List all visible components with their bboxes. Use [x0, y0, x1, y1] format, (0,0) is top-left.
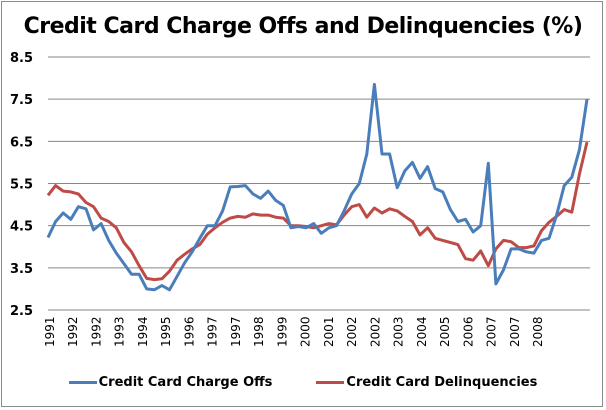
gridlines — [48, 56, 590, 311]
x-tick-label: 2005 — [438, 316, 452, 347]
x-tick-label: 1997 — [206, 316, 220, 347]
series-lines — [46, 82, 589, 292]
x-tick-label: 2001 — [322, 316, 336, 347]
legend: Credit Card Charge Offs Credit Card Deli… — [0, 375, 606, 390]
y-tick-label: 3.5 — [10, 262, 33, 277]
y-tick-label: 5.5 — [10, 178, 33, 193]
x-tick-label: 2007 — [485, 316, 499, 347]
x-tick-label: 2004 — [415, 316, 429, 347]
y-tick-label: 4.5 — [10, 220, 33, 235]
x-tick-label: 1991 — [43, 316, 57, 347]
x-tick-label: 1996 — [182, 316, 196, 347]
x-tick-label: 1997 — [229, 316, 243, 347]
chart-title: Credit Card Charge Offs and Delinquencie… — [23, 14, 583, 39]
x-tick-label: 1993 — [113, 316, 127, 347]
y-axis-labels: 2.5 3.5 4.5 5.5 6.5 7.5 8.5 — [10, 51, 33, 319]
x-tick-label: 2006 — [461, 316, 475, 347]
legend-swatch-charge-offs — [68, 381, 97, 384]
x-tick-label: 1998 — [252, 316, 266, 347]
legend-label-charge-offs: Credit Card Charge Offs — [98, 375, 273, 390]
x-tick-label: 2002 — [368, 316, 382, 347]
legend-item-charge-offs: Credit Card Charge Offs — [68, 375, 273, 390]
x-tick-label: 1995 — [159, 316, 173, 347]
x-tick-label: 1994 — [136, 316, 150, 347]
legend-swatch-delinquencies — [316, 381, 345, 384]
y-tick-label: 7.5 — [10, 93, 33, 108]
x-tick-label: 1992 — [66, 316, 80, 347]
x-tick-label: 1992 — [89, 316, 103, 347]
x-axis-labels: 1991 1992 1992 1993 1994 1995 1996 1997 1997 1998… — [43, 316, 545, 347]
x-tick-label: 2002 — [345, 316, 359, 347]
legend-item-delinquencies: Credit Card Delinquencies — [316, 375, 537, 390]
series-line-charge-offs — [46, 82, 589, 292]
x-tick-label: 2000 — [299, 316, 313, 347]
x-tick-label: 1999 — [275, 316, 289, 347]
y-tick-label: 6.5 — [10, 135, 33, 150]
y-tick-label: 2.5 — [10, 304, 33, 319]
x-tick-label: 2007 — [508, 316, 522, 347]
y-tick-label: 8.5 — [10, 51, 33, 66]
x-tick-label: 2008 — [531, 316, 545, 347]
x-tick-label: 2003 — [392, 316, 406, 347]
legend-label-delinquencies: Credit Card Delinquencies — [346, 375, 538, 390]
